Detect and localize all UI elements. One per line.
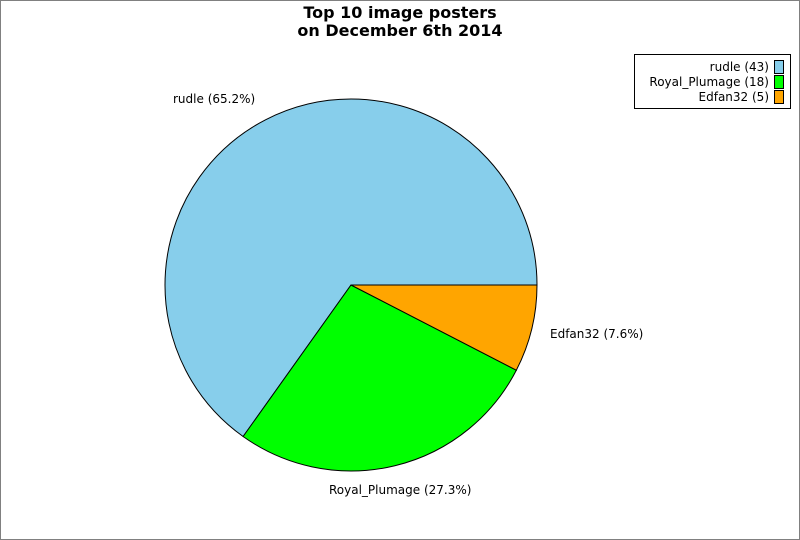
legend-item-royal-plumage: Royal_Plumage (18) [649, 74, 784, 90]
legend-item-rudle: rudle (43) [710, 59, 784, 75]
pie-slice-rudle [164, 98, 538, 438]
legend-label-rudle: rudle (43) [709, 60, 769, 74]
pie-slice-royal-plumage [242, 284, 517, 472]
pie-slice-edfan32 [350, 284, 538, 371]
legend: rudle (43) Royal_Plumage (18) Edfan32 (5… [634, 54, 791, 109]
chart-title-line-2: on December 6th 2014 [297, 21, 503, 40]
legend-swatch-rudle [774, 60, 784, 74]
legend-swatch-royal-plumage [774, 75, 784, 89]
chart-title-line-1: Top 10 image posters [303, 3, 497, 22]
chart-title: Top 10 image posters on December 6th 201… [1, 4, 799, 40]
slice-label-edfan32: Edfan32 (7.6%) [550, 327, 643, 341]
slice-label-rudle: rudle (65.2%) [173, 92, 255, 106]
legend-label-edfan32: Edfan32 (5) [698, 90, 769, 104]
slice-label-royal-plumage: Royal_Plumage (27.3%) [329, 483, 471, 497]
legend-label-royal-plumage: Royal_Plumage (18) [649, 75, 769, 89]
legend-swatch-edfan32 [774, 90, 784, 104]
legend-item-edfan32: Edfan32 (5) [699, 89, 784, 105]
